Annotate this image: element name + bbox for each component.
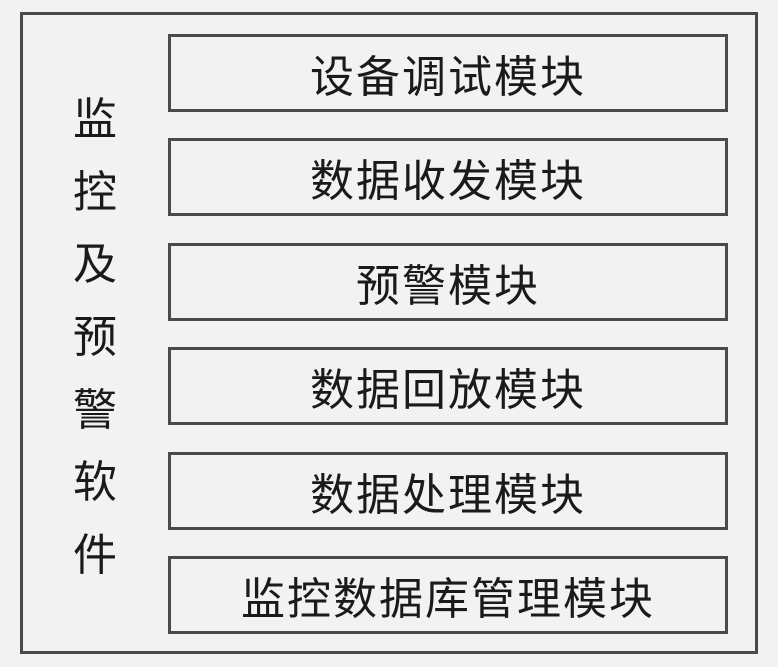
vlabel-char: 警 xyxy=(73,389,117,433)
module-label: 监控数据库管理模块 xyxy=(241,563,655,627)
module-box: 数据收发模块 xyxy=(168,138,728,216)
module-label: 数据回放模块 xyxy=(310,354,586,418)
module-label: 数据处理模块 xyxy=(310,459,586,523)
vlabel-char: 软 xyxy=(73,461,117,505)
vlabel-char: 及 xyxy=(73,243,117,287)
module-box: 数据回放模块 xyxy=(168,347,728,425)
vlabel-char: 控 xyxy=(73,171,117,215)
module-label: 预警模块 xyxy=(356,250,540,314)
module-label: 数据收发模块 xyxy=(310,145,586,209)
module-label: 设备调试模块 xyxy=(310,41,586,105)
module-box: 数据处理模块 xyxy=(168,452,728,530)
module-box: 监控数据库管理模块 xyxy=(168,556,728,634)
vertical-title: 监 控 及 预 警 软 件 xyxy=(70,98,120,578)
module-box: 预警模块 xyxy=(168,243,728,321)
vlabel-char: 预 xyxy=(73,316,117,360)
modules-column: 设备调试模块 数据收发模块 预警模块 数据回放模块 数据处理模块 监控数据库管理… xyxy=(168,34,728,634)
vlabel-char: 监 xyxy=(73,98,117,142)
vlabel-char: 件 xyxy=(73,534,117,578)
module-box: 设备调试模块 xyxy=(168,34,728,112)
